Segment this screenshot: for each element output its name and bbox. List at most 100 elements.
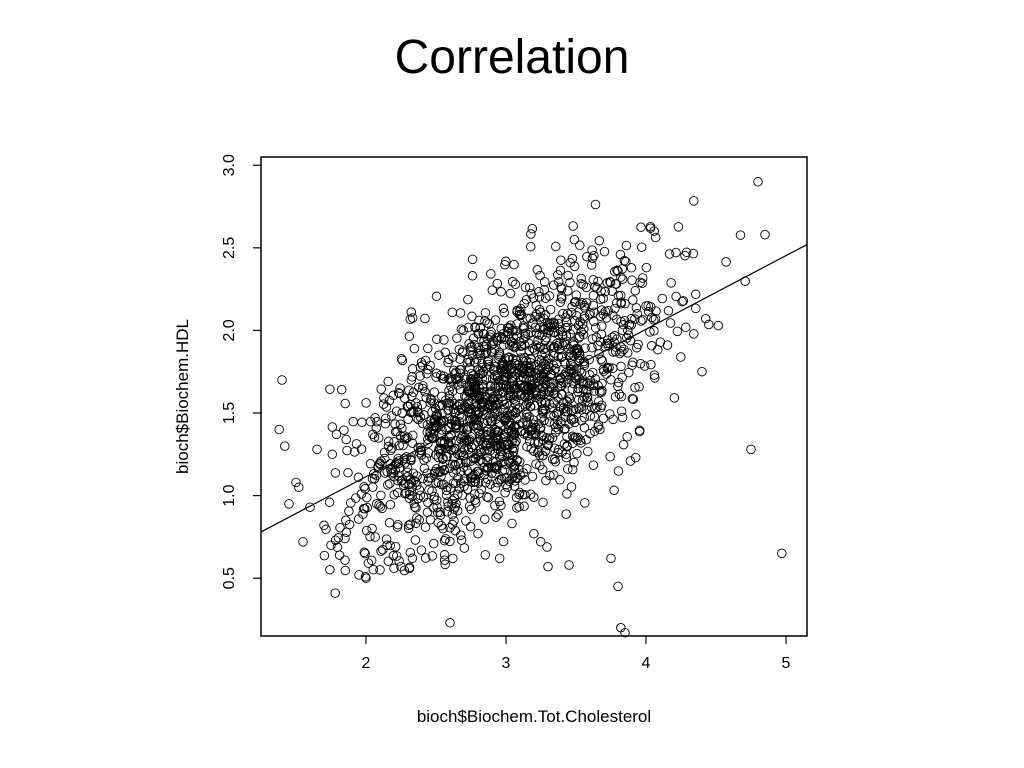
data-point [437, 373, 448, 384]
data-point [478, 366, 489, 377]
data-point [436, 520, 447, 531]
data-point [480, 316, 490, 326]
data-point [637, 278, 647, 289]
data-point [383, 480, 393, 490]
data-point [474, 456, 484, 466]
data-point [561, 312, 571, 323]
data-point [630, 285, 641, 296]
data-point [579, 356, 589, 367]
data-point [520, 282, 531, 293]
data-point [404, 563, 415, 574]
data-point [617, 274, 628, 284]
data-point [449, 365, 459, 376]
data-point [403, 520, 414, 531]
data-point [444, 391, 455, 401]
data-point [515, 470, 526, 481]
data-point [455, 368, 466, 379]
data-point [385, 499, 396, 510]
data-point [576, 326, 586, 337]
data-point [492, 389, 503, 399]
data-point [473, 328, 484, 339]
data-point [413, 414, 424, 425]
data-point [609, 331, 620, 341]
data-point [564, 419, 574, 429]
data-point [721, 257, 731, 267]
data-point [342, 445, 352, 456]
data-point [477, 362, 488, 373]
data-point [500, 487, 510, 498]
data-point [537, 389, 547, 400]
data-point [280, 441, 290, 451]
data-point [558, 397, 569, 408]
data-point [626, 313, 637, 324]
data-point [598, 364, 609, 375]
data-point [491, 383, 501, 393]
data-point [487, 285, 498, 295]
data-point [592, 402, 602, 413]
data-point [589, 379, 599, 389]
data-point [369, 432, 380, 442]
data-point [462, 386, 473, 396]
data-point [516, 375, 526, 386]
data-point [671, 291, 681, 302]
data-point [386, 411, 397, 421]
data-point [628, 295, 638, 305]
data-point [641, 262, 652, 273]
data-point [439, 438, 449, 449]
data-point [410, 535, 421, 545]
data-point [447, 386, 458, 396]
data-point [602, 364, 613, 374]
data-point [510, 279, 521, 290]
data-point [452, 449, 463, 459]
data-point [492, 370, 502, 380]
data-point [520, 328, 531, 339]
data-point [544, 291, 555, 301]
data-point [576, 416, 587, 426]
data-point [394, 556, 404, 566]
data-point [490, 315, 501, 325]
x-axis-label: bioch$Biochem.Tot.Cholesterol [417, 707, 651, 726]
x-tick-label: 4 [642, 655, 651, 672]
data-point [598, 309, 609, 319]
data-point [498, 358, 508, 368]
data-point [507, 337, 517, 347]
data-point [443, 357, 453, 368]
data-point [613, 266, 623, 276]
data-point [478, 379, 488, 390]
data-point [630, 382, 640, 393]
data-point [437, 400, 448, 411]
data-point [333, 533, 344, 543]
data-point [569, 457, 579, 468]
data-point [626, 263, 637, 273]
data-point [559, 357, 570, 367]
data-point [529, 345, 540, 355]
data-point [539, 313, 549, 324]
data-point [346, 498, 356, 508]
data-point [494, 496, 505, 507]
data-point [538, 344, 549, 354]
data-point [580, 498, 590, 508]
data-point [393, 453, 403, 464]
data-point [646, 341, 657, 351]
data-point [353, 472, 364, 483]
data-point [563, 286, 573, 296]
data-point [691, 303, 701, 314]
data-point [539, 404, 549, 414]
data-point [590, 199, 601, 210]
data-point [498, 303, 509, 314]
data-point [451, 416, 461, 426]
data-point [627, 393, 638, 404]
data-point [359, 547, 370, 558]
data-point [395, 383, 405, 393]
data-point [422, 468, 432, 478]
data-point [480, 550, 491, 560]
data-point [420, 386, 430, 397]
data-point [445, 618, 455, 628]
data-point [612, 334, 622, 344]
data-point [407, 553, 418, 564]
data-point [408, 468, 419, 479]
data-point [480, 445, 490, 456]
data-point [440, 443, 450, 453]
data-point [697, 366, 707, 377]
data-point [462, 484, 473, 494]
